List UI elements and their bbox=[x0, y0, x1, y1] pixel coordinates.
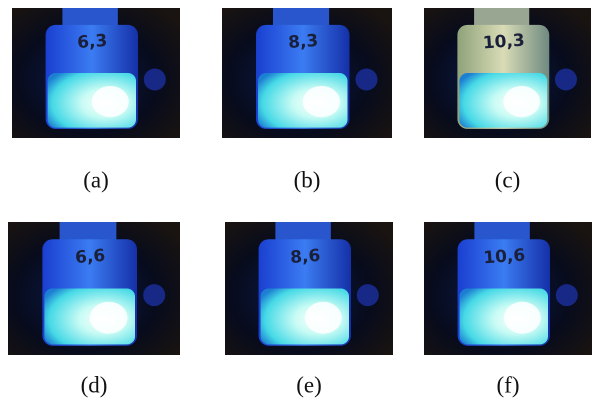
reflection-dot bbox=[554, 68, 577, 91]
panel-caption: (a) bbox=[83, 167, 109, 192]
vial-text: 8,6 bbox=[290, 246, 321, 268]
reflection-dot bbox=[355, 68, 378, 91]
vial-text: 6,6 bbox=[74, 246, 105, 268]
vial-text: 10,3 bbox=[482, 31, 525, 54]
panel-caption: (b) bbox=[294, 167, 321, 192]
panel: 6,3 (a) bbox=[12, 8, 180, 192]
reflection-dot bbox=[143, 284, 166, 307]
vial-neck bbox=[273, 8, 330, 29]
reflection-dot bbox=[356, 284, 379, 307]
panel-caption: (c) bbox=[495, 167, 521, 192]
vial-neck bbox=[474, 8, 530, 29]
glow-spot bbox=[91, 86, 129, 118]
vial-neck bbox=[59, 222, 117, 244]
panel: 8,3 (b) bbox=[222, 8, 392, 192]
reflection-dot bbox=[555, 284, 578, 307]
glow-spot bbox=[302, 86, 341, 118]
panel-caption: (f) bbox=[497, 372, 520, 397]
panel: 10,3 (c) bbox=[424, 8, 591, 192]
panel: 10,6 (f) bbox=[424, 222, 592, 397]
panel: 6,6 (d) bbox=[8, 222, 180, 397]
glow-spot bbox=[503, 86, 541, 118]
vial-neck bbox=[62, 8, 118, 29]
vial-neck bbox=[275, 222, 331, 244]
glow-spot bbox=[503, 301, 541, 334]
vial-neck bbox=[474, 222, 530, 244]
vial-text: 10,6 bbox=[483, 245, 526, 268]
vial-text: 8,3 bbox=[288, 31, 319, 53]
panel: 8,6 (e) bbox=[225, 222, 393, 397]
panel-caption: (d) bbox=[81, 372, 108, 397]
glow-spot bbox=[89, 301, 128, 334]
vial-text: 6,3 bbox=[77, 31, 108, 53]
panel-caption: (e) bbox=[296, 372, 322, 397]
reflection-dot bbox=[143, 68, 166, 91]
glow-spot bbox=[304, 301, 342, 334]
